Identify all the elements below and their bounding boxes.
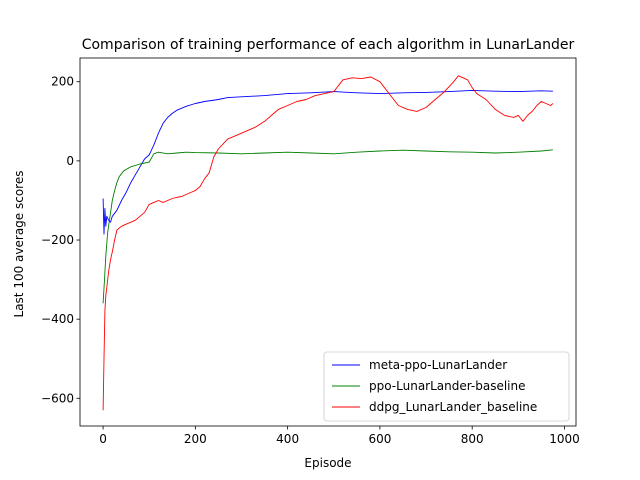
x-tick-label: 600 <box>368 432 391 446</box>
series-line-1 <box>102 149 553 304</box>
y-tick-label: −400 <box>41 312 74 326</box>
legend-label-0: meta-ppo-LunarLander <box>369 358 507 372</box>
series-line-0 <box>102 89 553 235</box>
legend: meta-ppo-LunarLander ppo-LunarLander-base… <box>323 351 570 422</box>
y-tick-label: −200 <box>41 233 74 247</box>
series-line-2 <box>102 75 554 411</box>
x-axis-label: Episode <box>304 456 351 470</box>
legend-label-1: ppo-LunarLander-baseline <box>369 379 526 393</box>
x-tick-label: 1000 <box>549 432 580 446</box>
x-tick-label: 0 <box>99 432 107 446</box>
legend-box <box>323 351 570 422</box>
y-tick-label: 200 <box>51 75 74 89</box>
y-tick-label: −600 <box>41 391 74 405</box>
x-tick-label: 800 <box>461 432 484 446</box>
x-tick-label: 400 <box>276 432 299 446</box>
y-tick-label: 0 <box>66 154 74 168</box>
axes-frame <box>79 57 577 427</box>
chart-title: Comparison of training performance of ea… <box>82 37 575 53</box>
y-axis-label: Last 100 average scores <box>12 171 26 318</box>
x-tick-label: 200 <box>184 432 207 446</box>
legend-label-2: ddpg_LunarLander_baseline <box>369 400 537 414</box>
plot-area: 0 200 400 600 800 1000 −600 −400 −200 0 200 <box>41 57 580 446</box>
